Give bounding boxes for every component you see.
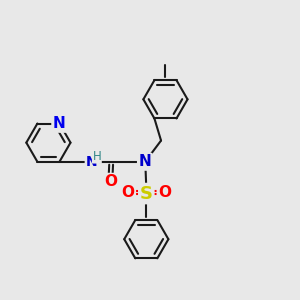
Text: N: N bbox=[53, 116, 66, 131]
Text: O: O bbox=[104, 174, 117, 189]
Text: N: N bbox=[86, 155, 98, 169]
Text: H: H bbox=[92, 150, 101, 163]
Text: S: S bbox=[140, 184, 153, 202]
Text: O: O bbox=[158, 185, 171, 200]
Text: N: N bbox=[139, 154, 151, 169]
Text: O: O bbox=[122, 185, 135, 200]
